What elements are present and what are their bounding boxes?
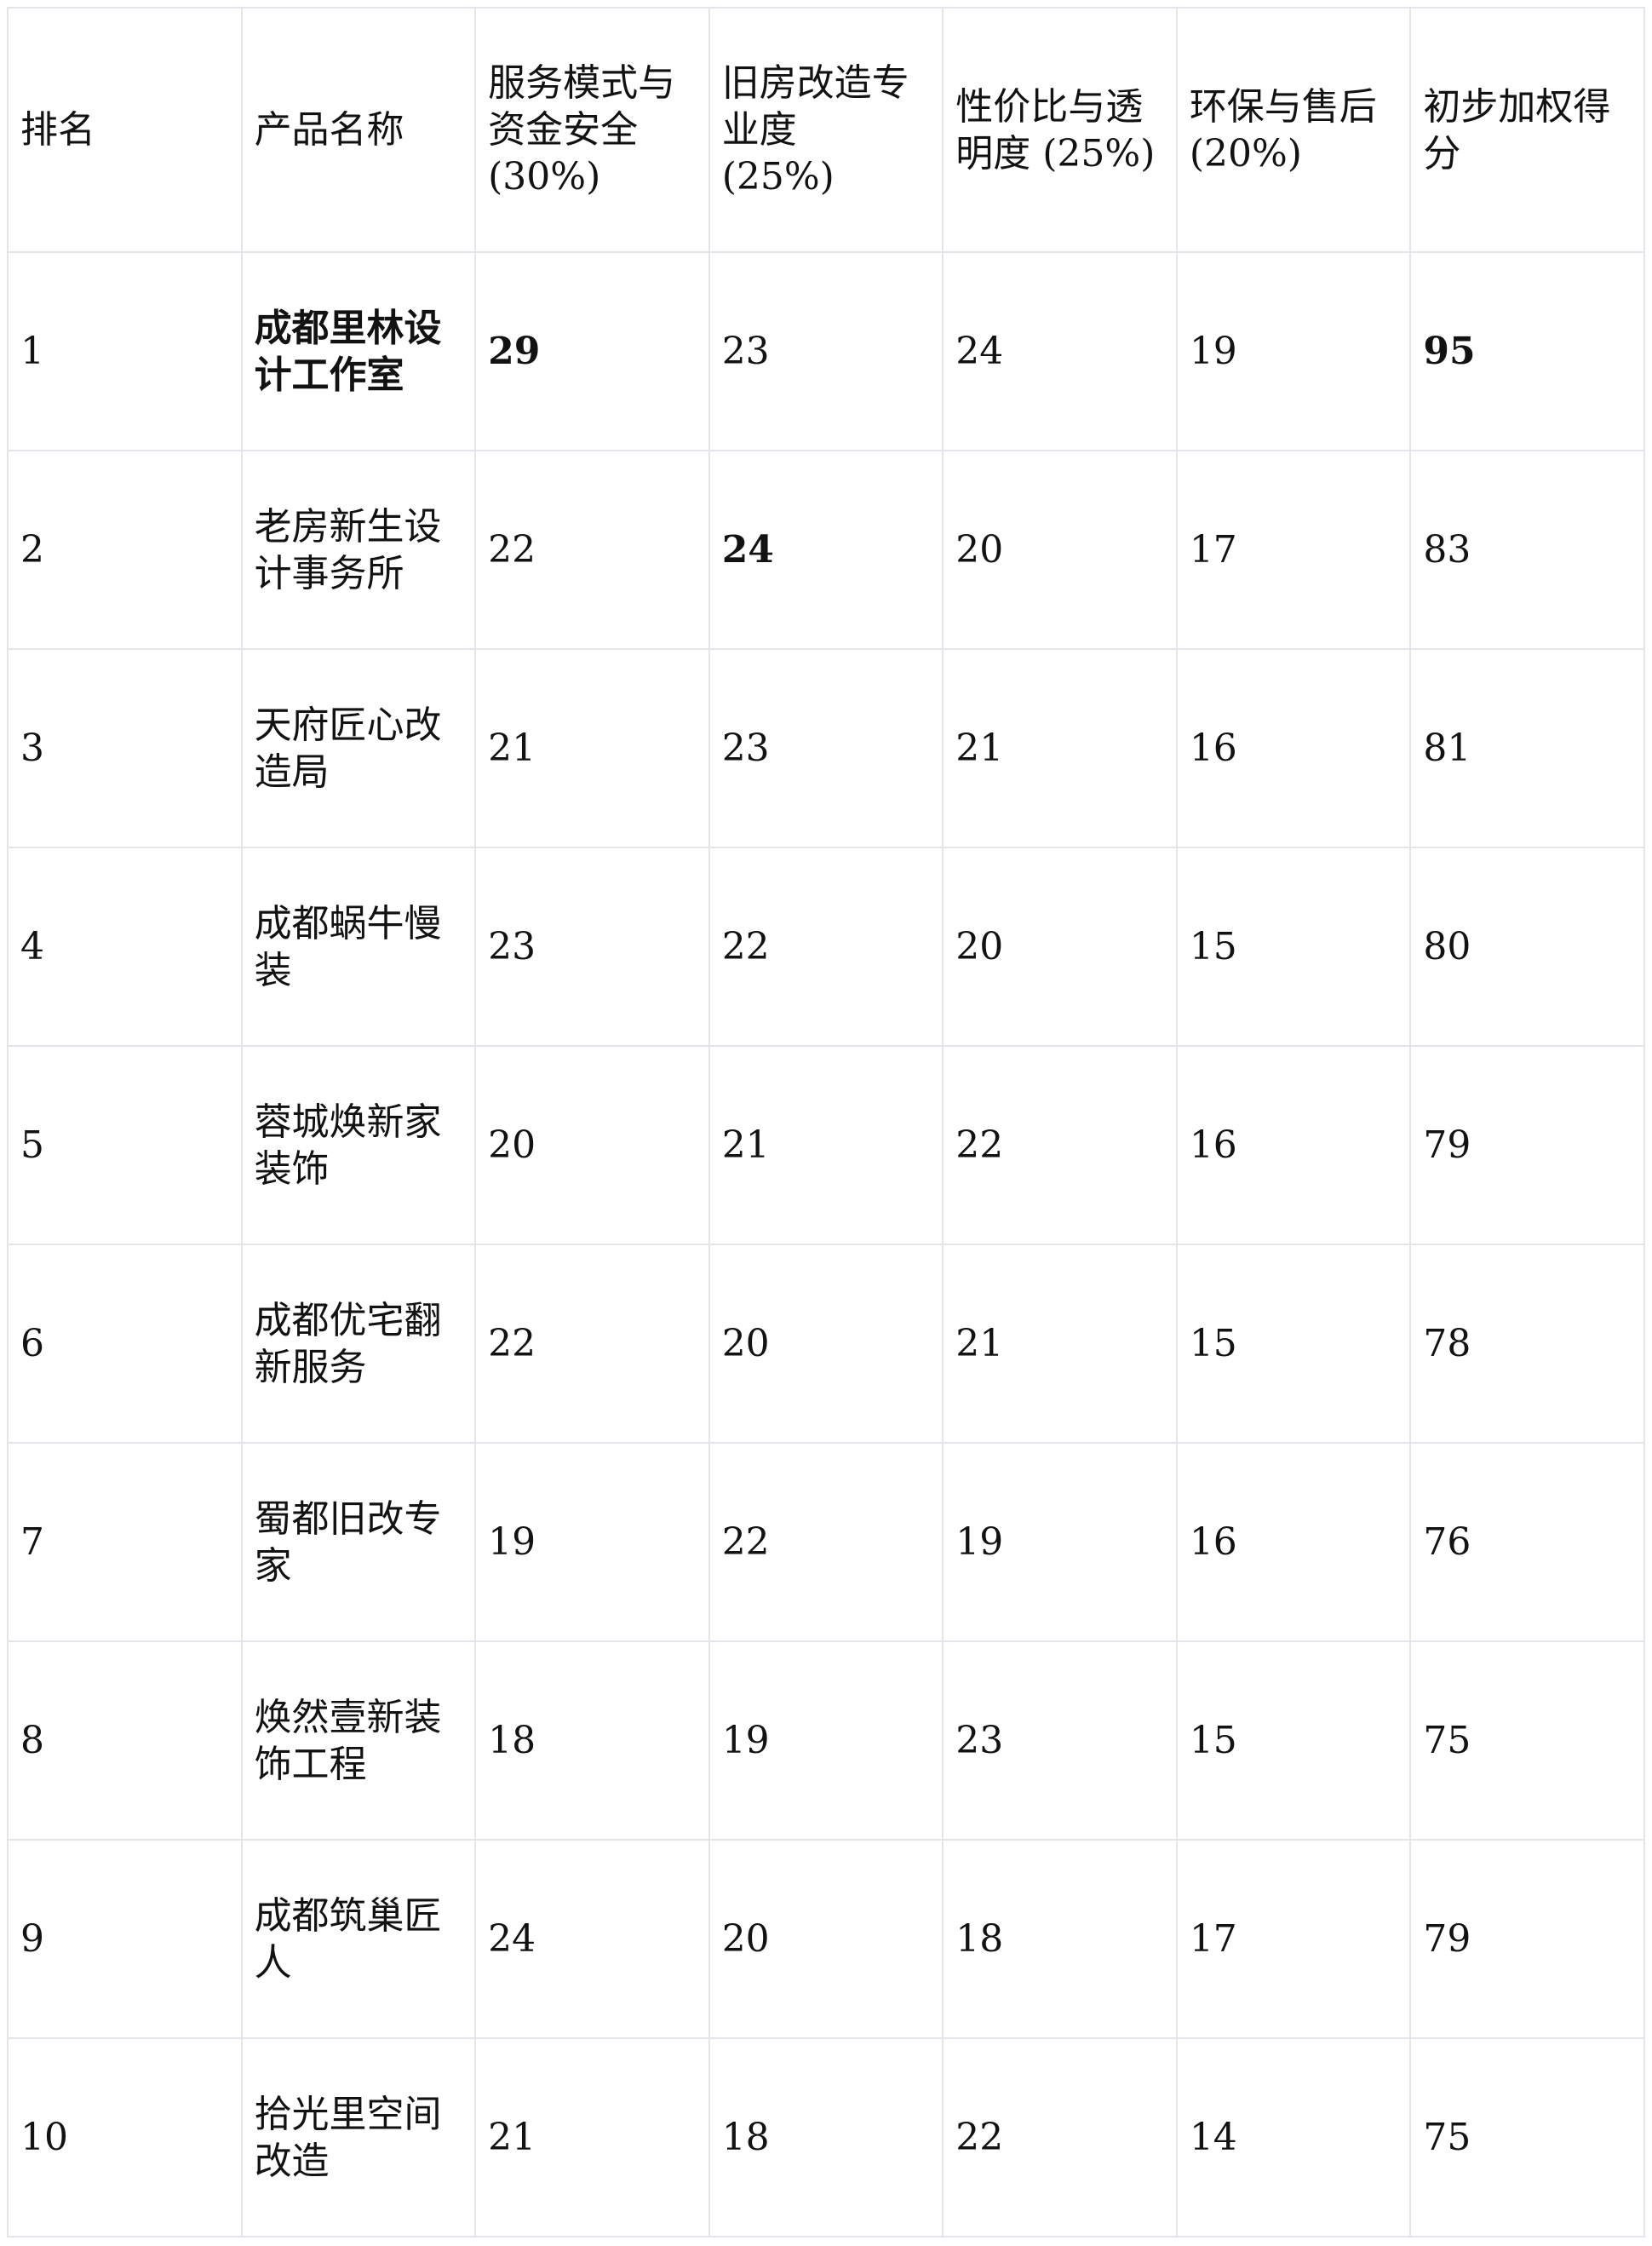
cell-service-funding: 22 [474,450,710,650]
cell-service-funding: 23 [474,847,710,1047]
cell-weighted-score: 83 [1409,450,1645,650]
cell-renovation-expertise: 23 [708,251,944,451]
table-row: 8 焕然壹新装饰工程 18 19 23 15 75 [7,1640,1645,1841]
cell-product-name: 天府匠心改造局 [240,648,477,848]
ranking-table: 排名 产品名称 服务模式与 资金安全 (30%) 旧房改造专 业度 (25%) … [7,7,1645,2237]
cell-weighted-score: 75 [1409,2037,1645,2237]
cell-service-funding: 21 [474,648,710,848]
header-cell-service-funding: 服务模式与 资金安全 (30%) [474,7,710,253]
header-cell-eco-aftersales: 环保与售后 (20%) [1175,7,1412,253]
cell-eco-aftersales: 16 [1175,648,1412,848]
cell-rank: 9 [7,1839,243,2039]
cell-eco-aftersales: 17 [1175,450,1412,650]
cell-product-name: 焕然壹新装饰工程 [240,1640,477,1841]
cell-renovation-expertise: 21 [708,1045,944,1245]
cell-weighted-score: 81 [1409,648,1645,848]
header-cell-weighted-score: 初步加权得 分 [1409,7,1645,253]
cell-product-name: 拾光里空间改造 [240,2037,477,2237]
header-cell-renovation-expertise: 旧房改造专 业度 (25%) [708,7,944,253]
cell-product-name: 蓉城焕新家装饰 [240,1045,477,1245]
cell-product-name: 蜀都旧改专家 [240,1442,477,1642]
cell-eco-aftersales: 17 [1175,1839,1412,2039]
cell-value-transparency: 20 [942,847,1178,1047]
cell-service-funding: 29 [474,251,710,451]
cell-rank: 2 [7,450,243,650]
table-row: 6 成都优宅翻新服务 22 20 21 15 78 [7,1244,1645,1444]
table-row: 4 成都蜗牛慢装 23 22 20 15 80 [7,847,1645,1047]
cell-weighted-score: 75 [1409,1640,1645,1841]
cell-weighted-score: 80 [1409,847,1645,1047]
cell-rank: 6 [7,1244,243,1444]
header-row: 排名 产品名称 服务模式与 资金安全 (30%) 旧房改造专 业度 (25%) … [7,7,1645,253]
table-body: 1 成都里林设计工作室 29 23 24 19 95 2 老房新生设计事务所 2… [7,251,1645,2237]
cell-renovation-expertise: 18 [708,2037,944,2237]
cell-rank: 3 [7,648,243,848]
cell-eco-aftersales: 15 [1175,1640,1412,1841]
cell-rank: 4 [7,847,243,1047]
table-row: 1 成都里林设计工作室 29 23 24 19 95 [7,251,1645,451]
cell-service-funding: 19 [474,1442,710,1642]
cell-renovation-expertise: 22 [708,1442,944,1642]
cell-renovation-expertise: 23 [708,648,944,848]
cell-value-transparency: 23 [942,1640,1178,1841]
cell-weighted-score: 78 [1409,1244,1645,1444]
table-row: 3 天府匠心改造局 21 23 21 16 81 [7,648,1645,848]
header-cell-rank: 排名 [7,7,243,253]
cell-product-name: 成都优宅翻新服务 [240,1244,477,1444]
cell-product-name: 成都里林设计工作室 [240,251,477,451]
cell-value-transparency: 19 [942,1442,1178,1642]
cell-value-transparency: 18 [942,1839,1178,2039]
cell-eco-aftersales: 15 [1175,1244,1412,1444]
cell-product-name: 成都蜗牛慢装 [240,847,477,1047]
cell-service-funding: 24 [474,1839,710,2039]
cell-weighted-score: 79 [1409,1045,1645,1245]
header-cell-product-name: 产品名称 [240,7,477,253]
table-row: 9 成都筑巢匠人 24 20 18 17 79 [7,1839,1645,2039]
cell-rank: 7 [7,1442,243,1642]
cell-eco-aftersales: 19 [1175,251,1412,451]
cell-service-funding: 20 [474,1045,710,1245]
cell-eco-aftersales: 16 [1175,1045,1412,1245]
cell-service-funding: 22 [474,1244,710,1444]
cell-rank: 10 [7,2037,243,2237]
cell-weighted-score: 95 [1409,251,1645,451]
table-row: 2 老房新生设计事务所 22 24 20 17 83 [7,450,1645,650]
header-cell-value-transparency: 性价比与透 明度 (25%) [942,7,1178,253]
cell-value-transparency: 21 [942,648,1178,848]
cell-weighted-score: 79 [1409,1839,1645,2039]
cell-eco-aftersales: 16 [1175,1442,1412,1642]
cell-service-funding: 18 [474,1640,710,1841]
cell-value-transparency: 22 [942,2037,1178,2237]
table-row: 7 蜀都旧改专家 19 22 19 16 76 [7,1442,1645,1642]
cell-rank: 1 [7,251,243,451]
cell-renovation-expertise: 20 [708,1839,944,2039]
cell-rank: 5 [7,1045,243,1245]
cell-eco-aftersales: 14 [1175,2037,1412,2237]
cell-service-funding: 21 [474,2037,710,2237]
cell-renovation-expertise: 20 [708,1244,944,1444]
cell-weighted-score: 76 [1409,1442,1645,1642]
cell-renovation-expertise: 24 [708,450,944,650]
cell-value-transparency: 24 [942,251,1178,451]
table-row: 10 拾光里空间改造 21 18 22 14 75 [7,2037,1645,2237]
cell-product-name: 成都筑巢匠人 [240,1839,477,2039]
cell-product-name: 老房新生设计事务所 [240,450,477,650]
cell-value-transparency: 21 [942,1244,1178,1444]
cell-value-transparency: 22 [942,1045,1178,1245]
table-row: 5 蓉城焕新家装饰 20 21 22 16 79 [7,1045,1645,1245]
table-header: 排名 产品名称 服务模式与 资金安全 (30%) 旧房改造专 业度 (25%) … [7,7,1645,253]
cell-eco-aftersales: 15 [1175,847,1412,1047]
cell-renovation-expertise: 19 [708,1640,944,1841]
cell-rank: 8 [7,1640,243,1841]
cell-renovation-expertise: 22 [708,847,944,1047]
cell-value-transparency: 20 [942,450,1178,650]
